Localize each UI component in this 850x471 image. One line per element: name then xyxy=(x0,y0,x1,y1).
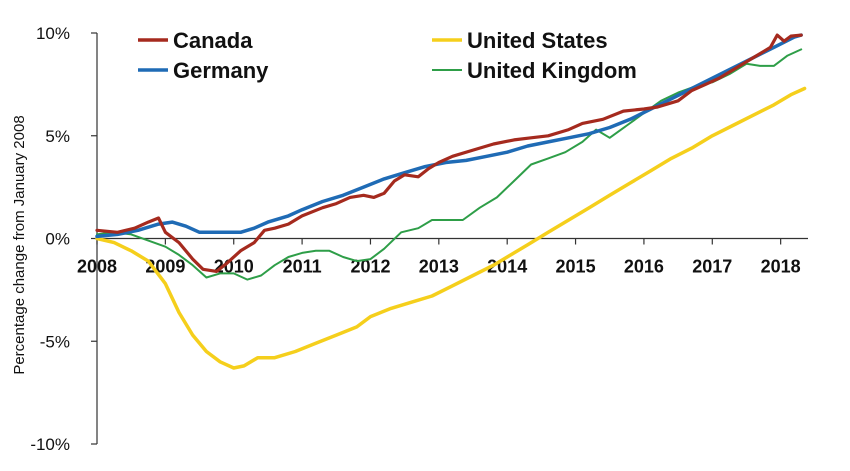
legend-label-canada: Canada xyxy=(173,28,253,53)
y-tick-label: -10% xyxy=(30,435,70,454)
x-tick-label: 2008 xyxy=(77,257,117,277)
x-tick-label: 2016 xyxy=(624,257,664,277)
series-line-united-kingdom xyxy=(96,48,803,281)
x-tick-label: 2018 xyxy=(761,257,801,277)
y-axis-label: Percentage change from January 2008 xyxy=(11,115,28,374)
series-line-canada xyxy=(95,33,803,273)
legend-label-united-kingdom: United Kingdom xyxy=(467,58,637,83)
legend-label-united-states: United States xyxy=(467,28,608,53)
y-tick-label: -5% xyxy=(40,332,70,351)
x-tick-label: 2017 xyxy=(692,257,732,277)
x-tick-label: 2010 xyxy=(214,257,254,277)
series-line-united-states xyxy=(95,86,807,370)
x-tick-label: 2015 xyxy=(556,257,596,277)
y-tick-label: 0% xyxy=(45,230,70,249)
y-tick-label: 10% xyxy=(36,24,70,43)
x-tick-label: 2011 xyxy=(283,257,322,277)
legend-label-germany: Germany xyxy=(173,58,269,83)
x-tick-label: 2013 xyxy=(419,257,459,277)
series-line-germany xyxy=(95,33,803,239)
y-tick-label: 5% xyxy=(45,127,70,146)
